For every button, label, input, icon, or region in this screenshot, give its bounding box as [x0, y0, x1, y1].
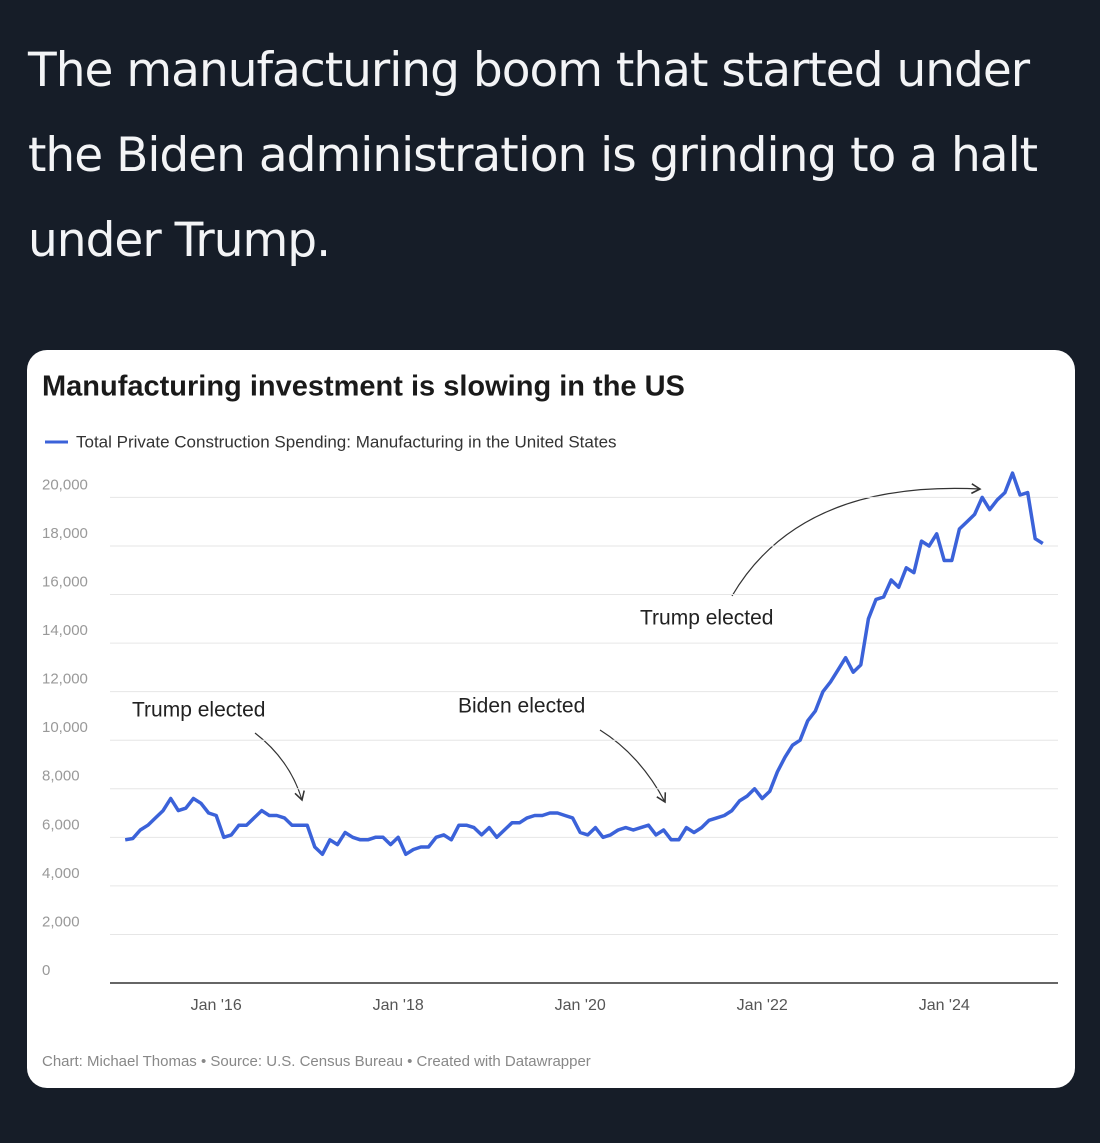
- annotation: Trump elected: [640, 607, 773, 630]
- y-tick-label: 10,000: [42, 719, 88, 736]
- x-tick-label: Jan '18: [373, 997, 424, 1014]
- x-tick-label: Jan '16: [191, 997, 242, 1014]
- y-tick-label: 4,000: [42, 865, 80, 882]
- y-tick-label: 0: [42, 962, 50, 979]
- tweet-text: The manufacturing boom that started unde…: [28, 43, 1038, 268]
- annotation-arrow: [731, 483, 982, 597]
- y-tick-label: 20,000: [42, 476, 88, 493]
- legend-label: Total Private Construction Spending: Man…: [76, 432, 617, 451]
- chart-card: [27, 350, 1075, 1088]
- y-tick-label: 14,000: [42, 622, 88, 639]
- y-tick-label: 12,000: [42, 671, 88, 688]
- x-tick-label: Jan '20: [555, 997, 606, 1014]
- annotation-arrow: [254, 732, 305, 802]
- y-tick-label: 18,000: [42, 525, 88, 542]
- annotation: Trump elected: [132, 699, 265, 722]
- y-tick-label: 8,000: [42, 768, 80, 785]
- y-tick-label: 16,000: [42, 574, 88, 591]
- data-line: [124, 471, 1044, 857]
- source-note: Chart: Michael Thomas • Source: U.S. Cen…: [42, 1053, 591, 1070]
- chart-title: Manufacturing investment is slowing in t…: [42, 371, 685, 403]
- x-tick-label: Jan '24: [919, 997, 970, 1014]
- x-tick-label: Jan '22: [737, 997, 788, 1014]
- y-tick-label: 6,000: [42, 816, 80, 833]
- y-tick-label: 2,000: [42, 913, 80, 930]
- annotation: Biden elected: [458, 695, 585, 718]
- annotation-arrow: [599, 729, 667, 804]
